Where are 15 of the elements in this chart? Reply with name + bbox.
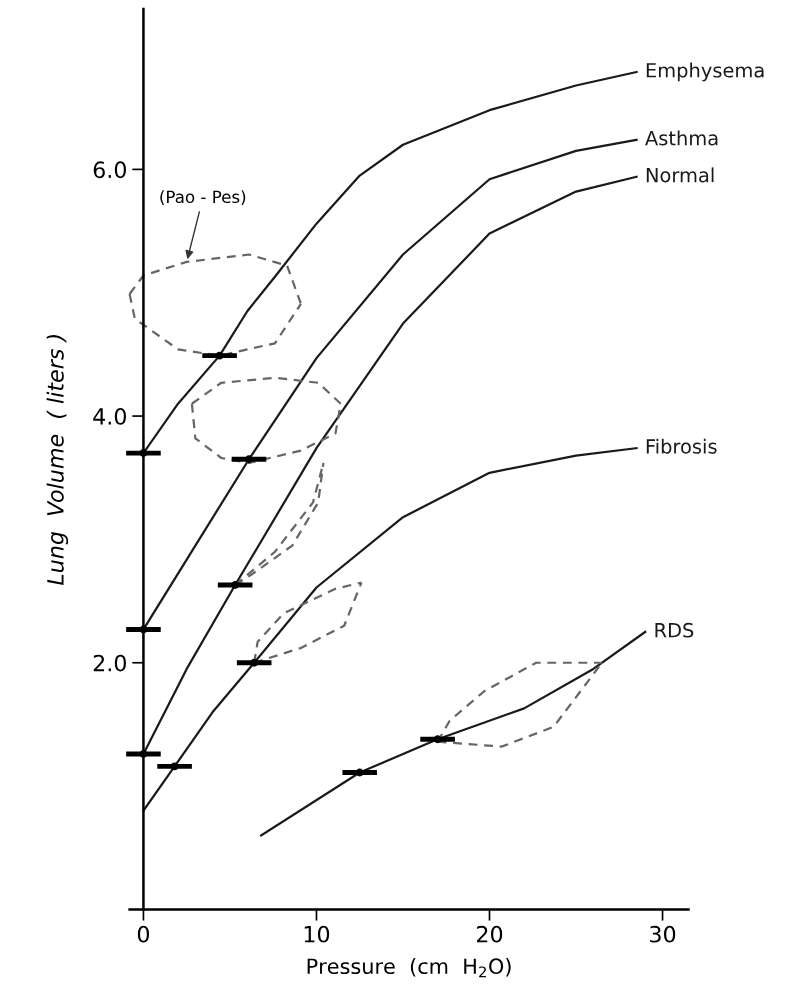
series-label: Normal <box>646 167 714 183</box>
y-axis-title: Lung Volume ( liters ) <box>46 335 69 586</box>
series-label: Emphysema <box>646 62 764 82</box>
x-axis-title: Pressure (cm H$_{2}$O) <box>307 958 511 978</box>
x-tick-label: 10 <box>304 925 330 943</box>
series-label: Asthma <box>645 130 718 146</box>
x-tick-label: 30 <box>650 925 676 943</box>
series-label: RDS <box>655 622 694 638</box>
x-tick-label: 20 <box>477 925 503 943</box>
y-tick-label: 2.0 <box>93 654 126 672</box>
series-label: Fibrosis <box>646 438 717 454</box>
annotation: (Pao - Pes) <box>160 190 246 206</box>
x-tick-label: 0 <box>137 925 150 943</box>
y-tick-label: 6.0 <box>93 161 126 179</box>
y-tick-label: 4.0 <box>93 408 126 425</box>
